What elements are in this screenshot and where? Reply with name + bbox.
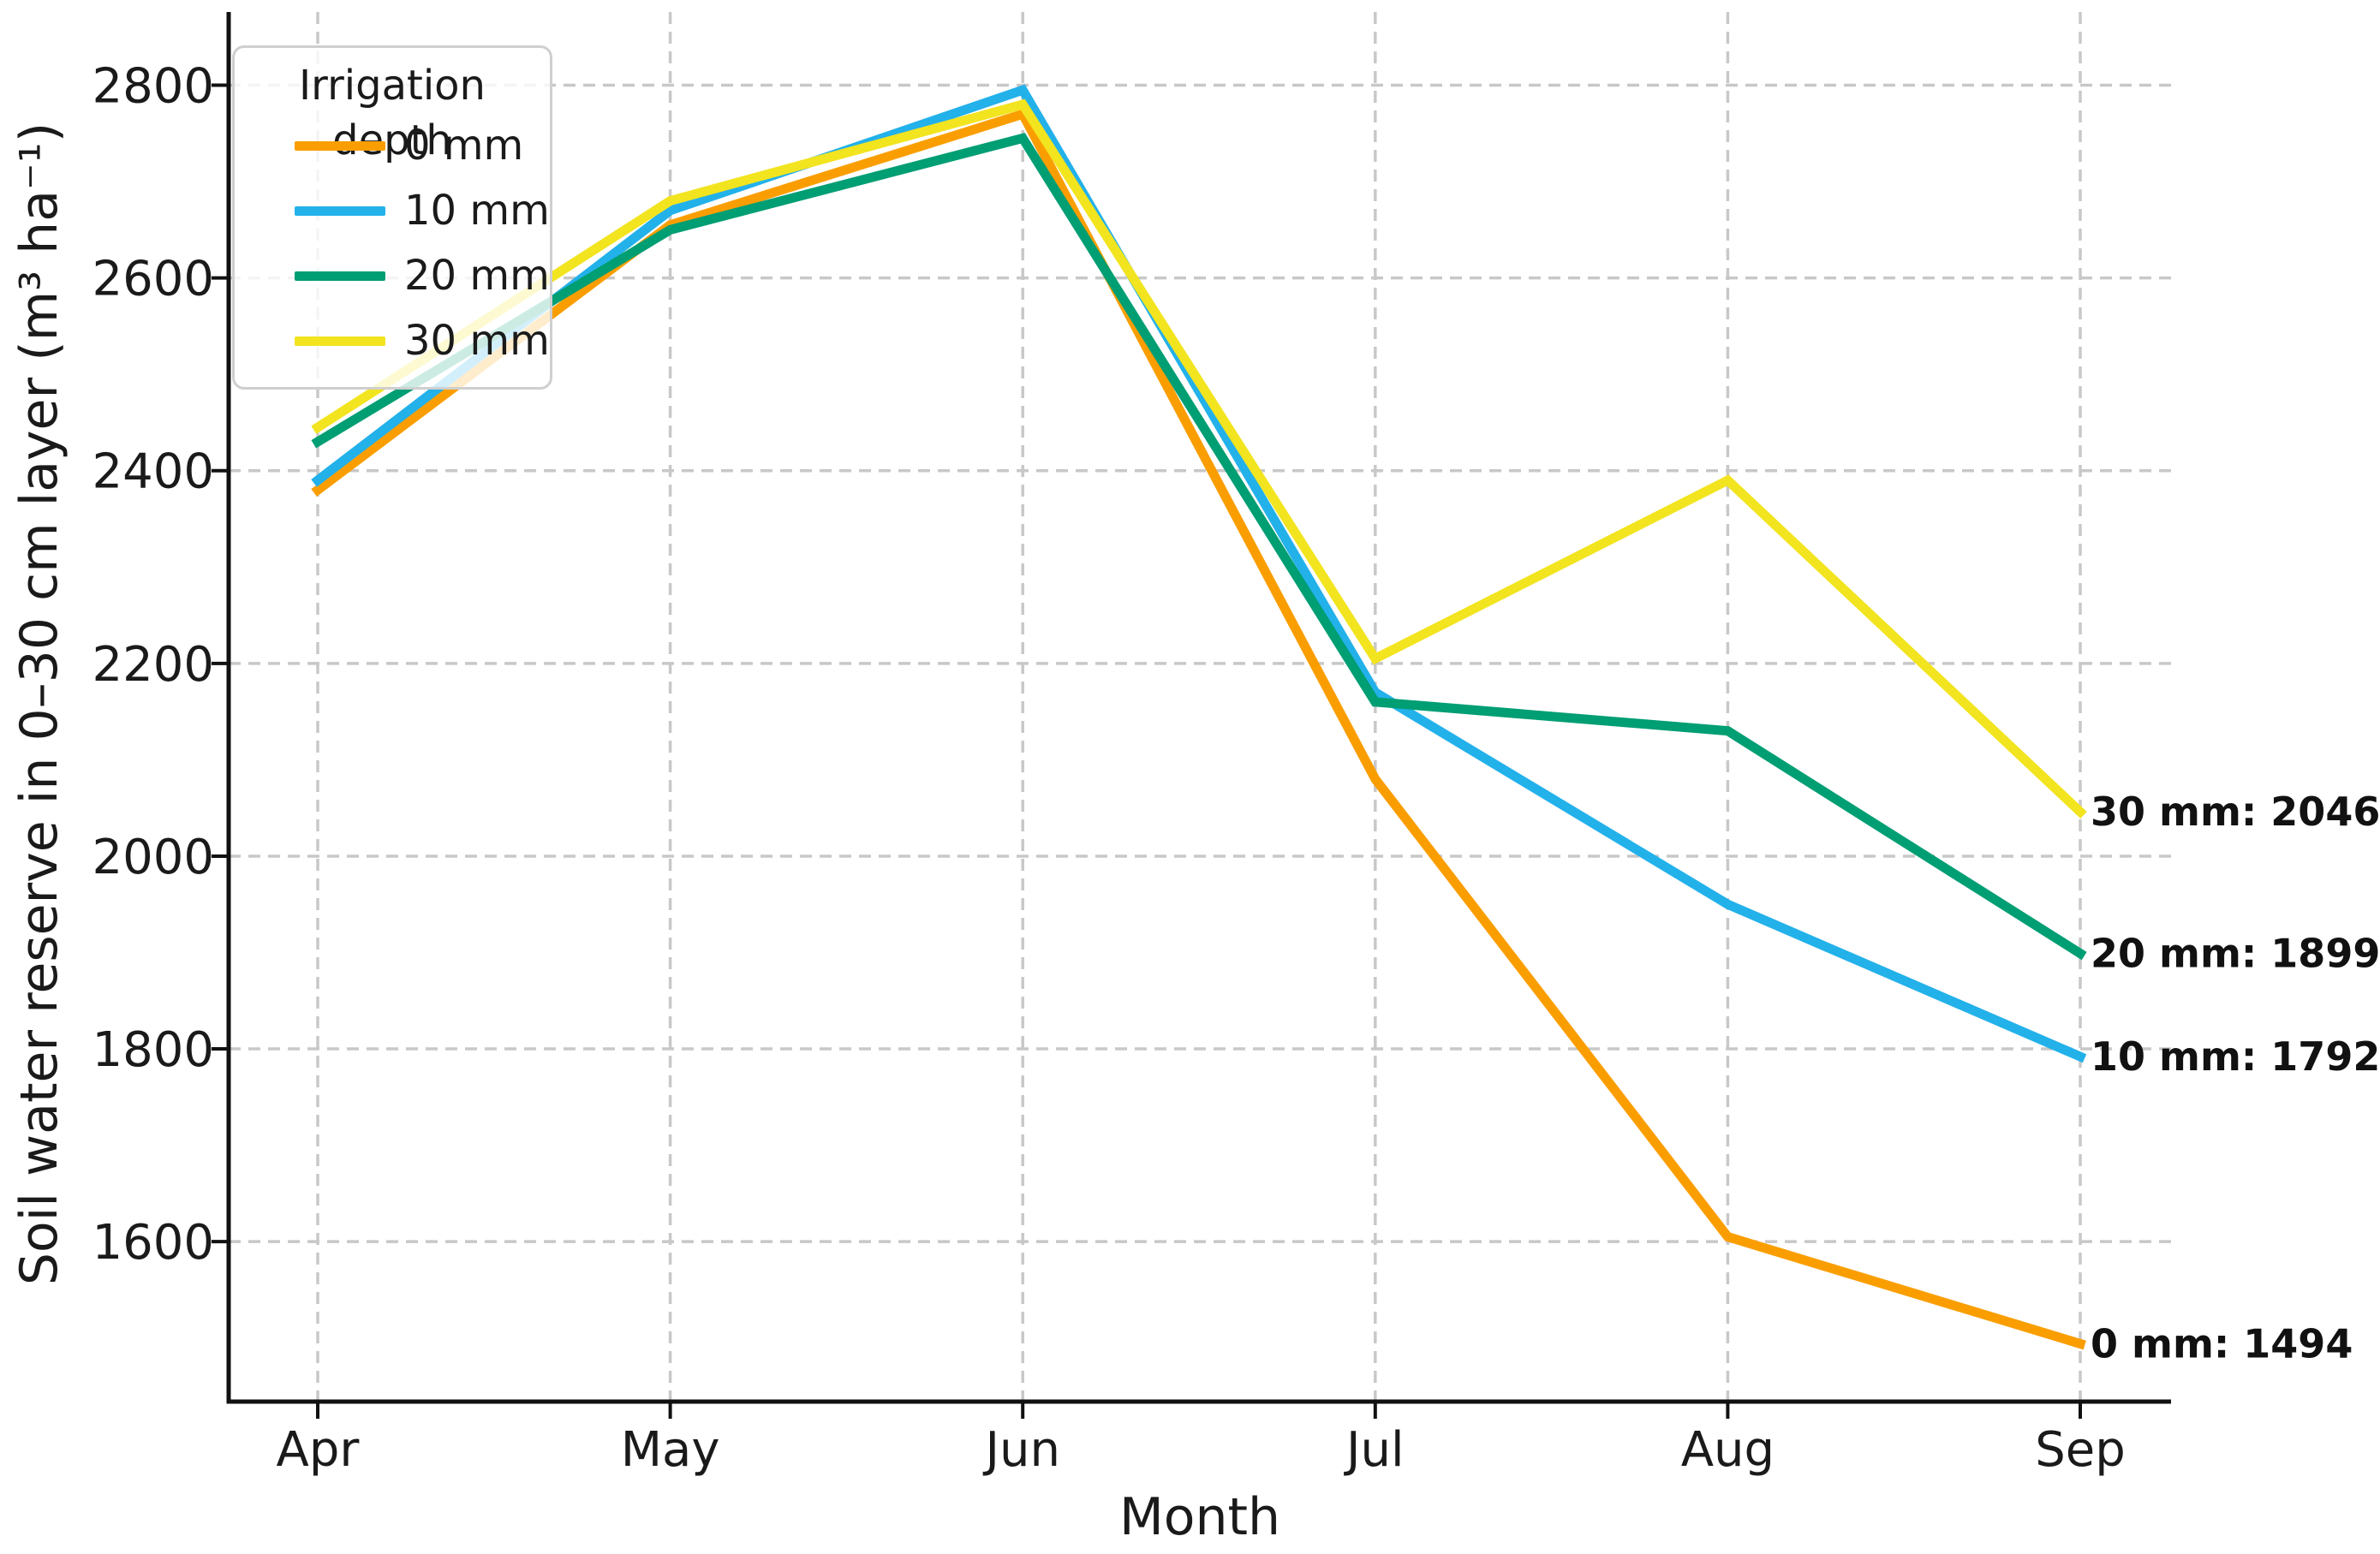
x-axis-label: Month <box>1118 1487 1281 1547</box>
legend-item-label: 30 mm <box>404 317 550 365</box>
series-line-30mm <box>311 98 2087 819</box>
y-tick-label: 1600 <box>92 1215 214 1271</box>
series-end-label: 30 mm: 2046 <box>2091 789 2380 835</box>
x-tick-label: May <box>621 1422 720 1478</box>
legend-swatch-line <box>295 271 385 281</box>
y-tick-label: 2400 <box>92 444 214 500</box>
legend-swatch-line <box>295 205 385 216</box>
series-end-label: 20 mm: 1899 <box>2091 931 2380 977</box>
legend-item-label: 0 mm <box>404 122 524 170</box>
x-tick-label: Jun <box>982 1422 1060 1478</box>
legend-swatch-line <box>295 336 385 346</box>
legend-item: 0 mm <box>235 113 550 178</box>
legend-title: Irrigation depth <box>299 62 486 164</box>
x-tick-label: Jul <box>1344 1422 1405 1478</box>
legend-item: 30 mm <box>235 308 550 373</box>
legend-swatch-line <box>295 140 385 151</box>
series-line-10mm <box>311 84 2087 1063</box>
legend: Irrigation depth 0 mm 10 mm 20 mm 30 mm <box>232 45 552 390</box>
y-tick-label: 2200 <box>92 637 214 693</box>
y-tick-label: 1800 <box>92 1022 214 1078</box>
series-end-label: 0 mm: 1494 <box>2091 1320 2353 1366</box>
y-axis-label: Soil water reserve in 0–30 cm layer (m³ … <box>9 122 69 1286</box>
y-tick-label: 2800 <box>92 59 214 115</box>
legend-item-label: 10 mm <box>404 187 550 235</box>
legend-item: 20 mm <box>235 243 550 308</box>
legend-items: 0 mm 10 mm 20 mm 30 mm <box>235 113 550 373</box>
series-line-0mm <box>311 108 2086 1350</box>
series-end-label: 10 mm: 1792 <box>2091 1033 2380 1080</box>
legend-item-label: 20 mm <box>404 252 550 300</box>
legend-item: 10 mm <box>235 178 550 243</box>
x-tick-label: Sep <box>2035 1422 2126 1478</box>
y-tick-label: 2000 <box>92 830 214 885</box>
x-tick-label: Apr <box>277 1422 361 1478</box>
x-tick-label: Aug <box>1681 1422 1775 1478</box>
y-tick-label: 2600 <box>92 252 214 307</box>
series-line-20mm <box>311 133 2087 961</box>
